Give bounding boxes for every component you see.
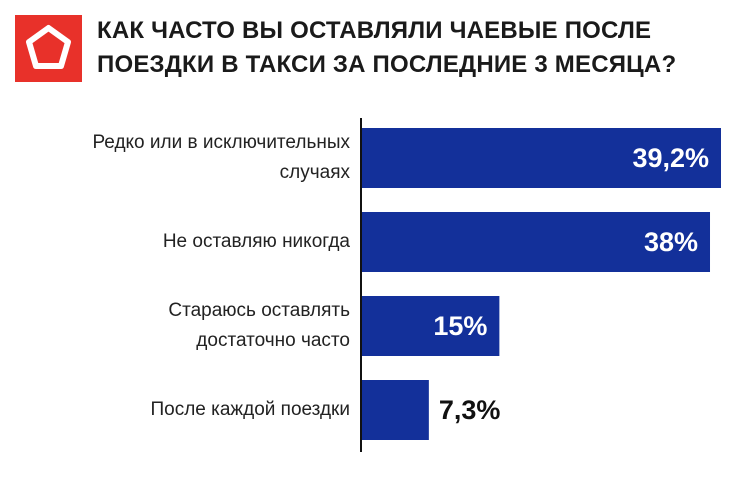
bar: [362, 380, 429, 440]
category-label: Не оставляю никогда: [162, 231, 350, 252]
bar: [362, 128, 721, 188]
category-label: Редко или в исключительных случаях: [92, 132, 350, 183]
value-label: 39,2%: [632, 143, 709, 173]
value-label: 38%: [644, 227, 698, 257]
bar: [362, 212, 711, 272]
bar: [362, 296, 500, 356]
logo: [15, 15, 82, 82]
value-label: 7,3%: [439, 395, 501, 425]
value-label: 15%: [433, 311, 487, 341]
category-label: После каждой поездки: [150, 399, 350, 420]
category-label: Стараюсь оставлять достаточно часто: [168, 300, 350, 351]
chart-title: КАК ЧАСТО ВЫ ОСТАВЛЯЛИ ЧАЕВЫЕ ПОСЛЕ ПОЕЗ…: [97, 17, 677, 78]
logo-pentagon: [26, 25, 71, 69]
